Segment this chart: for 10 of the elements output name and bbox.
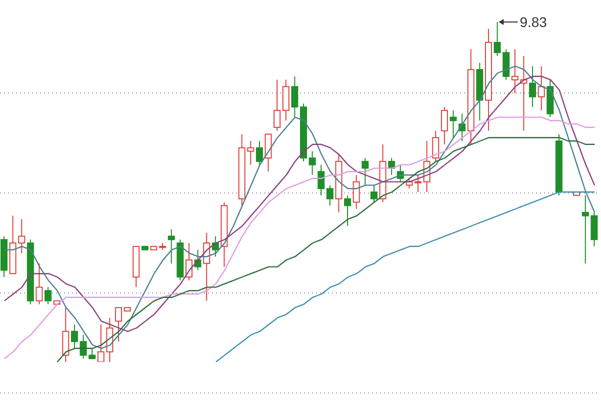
candlestick bbox=[538, 66, 545, 111]
candlestick bbox=[335, 154, 342, 213]
candlestick bbox=[62, 307, 70, 362]
annotation: 9.83 bbox=[520, 14, 548, 30]
candlestick bbox=[352, 174, 360, 210]
candlestick bbox=[308, 150, 316, 176]
candlestick bbox=[291, 76, 298, 118]
candlestick bbox=[484, 28, 492, 132]
candlestick bbox=[467, 48, 474, 145]
candlestick bbox=[529, 66, 536, 108]
